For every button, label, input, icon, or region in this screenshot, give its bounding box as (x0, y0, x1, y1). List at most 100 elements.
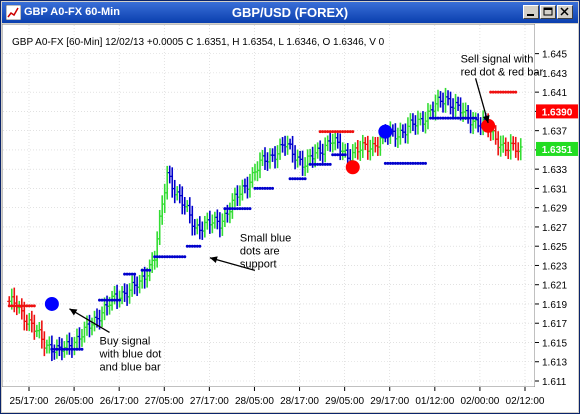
resistance-dot (343, 130, 347, 134)
support-dot (163, 255, 167, 259)
support-dot (291, 177, 295, 181)
resistance-dot (494, 90, 498, 94)
support-dot (240, 207, 244, 211)
buy-signal-dot (378, 124, 393, 139)
support-dot (225, 207, 229, 211)
support-dot (293, 177, 297, 181)
support-dot (393, 161, 397, 165)
support-dot (311, 162, 315, 166)
annotation-text: Sell signal with (461, 53, 534, 65)
price-tag-label: 1.6351 (542, 145, 573, 156)
plot-panel (2, 24, 536, 388)
support-dot (153, 255, 157, 259)
x-tick-label: 02/00:00 (460, 396, 499, 407)
support-dot (245, 207, 249, 211)
support-dot (446, 116, 450, 120)
support-dot (238, 207, 242, 211)
y-tick-label: 1.637 (542, 127, 567, 138)
support-dot (391, 161, 395, 165)
resistance-dot (506, 90, 510, 94)
support-dot (133, 272, 137, 276)
time-axis: 25/17:00 26/05:00 26/17:00 27/05:00 27/17:00… (10, 387, 545, 407)
resistance-dot (15, 304, 19, 308)
annotation-text: red dot & red bar (461, 66, 544, 78)
time-axis-panel (2, 387, 578, 412)
support-dot (188, 244, 192, 248)
y-tick-label: 1.645 (542, 50, 567, 61)
support-dot (388, 161, 392, 165)
title-bar[interactable]: GBP A0-FX 60-Min GBP/USD (FOREX) (2, 2, 578, 23)
support-dot (451, 116, 455, 120)
support-dot (308, 162, 312, 166)
price-axis: 1.611 1.613 1.615 1.617 1.619 1.621 1.623 1.625… (535, 50, 578, 388)
resistance-dot (351, 130, 355, 134)
support-dot (461, 116, 465, 120)
support-dot (386, 161, 390, 165)
close-button[interactable] (557, 5, 573, 19)
y-tick-label: 1.623 (542, 261, 567, 272)
x-tick-label: 02/12:00 (506, 396, 545, 407)
annotation-text: support (240, 258, 277, 270)
resistance-dot (326, 130, 330, 134)
annotation-text: with blue dot (99, 348, 162, 360)
y-tick-label: 1.615 (542, 338, 567, 349)
resistance-dot (22, 304, 26, 308)
support-dot (170, 255, 174, 259)
y-tick-label: 1.617 (542, 319, 567, 330)
support-dot (105, 298, 109, 302)
support-dot (228, 207, 232, 211)
maximize-button[interactable] (540, 5, 556, 19)
support-dot (383, 161, 387, 165)
support-dot (175, 255, 179, 259)
support-dot (341, 153, 345, 157)
support-dot (103, 298, 107, 302)
y-tick-label: 1.643 (542, 69, 567, 80)
support-dot (436, 116, 440, 120)
support-dot (98, 298, 102, 302)
support-dot (258, 186, 262, 190)
support-dot (428, 116, 432, 120)
resistance-dot (32, 304, 36, 308)
resistance-dot (318, 130, 322, 134)
support-dot (155, 255, 159, 259)
support-dot (243, 207, 247, 211)
annotation-text: Buy signal (100, 335, 151, 347)
support-dot (198, 244, 202, 248)
minimize-button[interactable] (523, 5, 539, 19)
support-dot (158, 255, 162, 259)
support-dot (328, 162, 332, 166)
support-dot (70, 347, 74, 351)
y-tick-label: 1.631 (542, 184, 567, 195)
support-dot (444, 116, 448, 120)
resistance-dot (25, 304, 29, 308)
annotation-arrowhead (482, 115, 490, 123)
chart-app-icon (6, 5, 21, 20)
support-dot (421, 161, 425, 165)
close-icon (560, 7, 569, 16)
support-dot (321, 162, 325, 166)
support-dot (62, 347, 66, 351)
support-dot (466, 116, 470, 120)
window-title: GBP A0-FX 60-Min (24, 6, 120, 18)
support-dot (50, 347, 54, 351)
resistance-dot (338, 130, 342, 134)
support-dot (338, 153, 342, 157)
resistance-dot (514, 90, 518, 94)
support-dot (456, 116, 460, 120)
annotation-text: dots are (240, 245, 280, 257)
resistance-dot (12, 304, 16, 308)
support-dot (253, 186, 257, 190)
support-dot (52, 347, 56, 351)
price-bar (518, 138, 523, 161)
support-dot (343, 153, 347, 157)
support-dot (180, 255, 184, 259)
support-dot (55, 347, 59, 351)
x-tick-label: 26/05:00 (55, 396, 94, 407)
y-tick-label: 1.627 (542, 223, 567, 234)
y-tick-label: 1.613 (542, 358, 567, 369)
support-dot (268, 186, 272, 190)
support-dot (313, 162, 317, 166)
resistance-dot (7, 304, 11, 308)
resistance-dot (333, 130, 337, 134)
